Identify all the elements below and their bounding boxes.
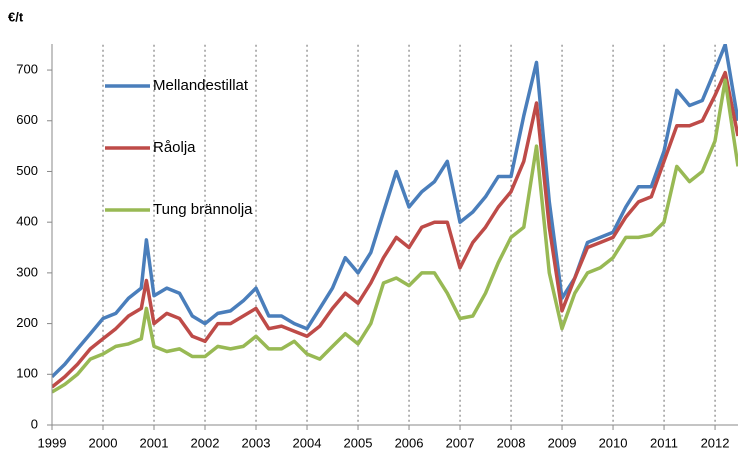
x-tick-label: 2007 <box>446 435 475 450</box>
x-tick-label: 2005 <box>344 435 373 450</box>
y-tick-label: 700 <box>16 61 38 76</box>
x-tick-label: 2009 <box>548 435 577 450</box>
x-tick-label: 2008 <box>497 435 526 450</box>
grid <box>102 44 716 425</box>
x-tick-label: 1999 <box>38 435 67 450</box>
x-tick-label: 2001 <box>140 435 169 450</box>
x-tick-label: 2012 <box>701 435 730 450</box>
y-tick-label: 500 <box>16 163 38 178</box>
x-tick-label: 2006 <box>395 435 424 450</box>
y-tick-label: 100 <box>16 366 38 381</box>
x-tick-label: 2010 <box>599 435 628 450</box>
x-tick-label: 2004 <box>293 435 322 450</box>
y-tick-label: 0 <box>31 416 38 431</box>
x-tick-label: 2003 <box>242 435 271 450</box>
y-tick-label: 200 <box>16 315 38 330</box>
series-line <box>52 44 738 379</box>
series-line <box>52 70 738 389</box>
y-axis-label: €/t <box>8 9 24 24</box>
y-tick-label: 300 <box>16 264 38 279</box>
x-tick-label: 2011 <box>650 435 678 450</box>
plot <box>52 44 738 394</box>
y-tick-label: 400 <box>16 214 38 229</box>
x-tick-label: 2000 <box>89 435 118 450</box>
legend-label: Tung brännolja <box>153 201 253 218</box>
y-tick-label: 600 <box>16 112 38 127</box>
legend-label: Mellandestillat <box>153 77 249 94</box>
legend-label: Råolja <box>153 139 196 156</box>
series-line <box>52 78 738 394</box>
x-tick-label: 2002 <box>191 435 220 450</box>
